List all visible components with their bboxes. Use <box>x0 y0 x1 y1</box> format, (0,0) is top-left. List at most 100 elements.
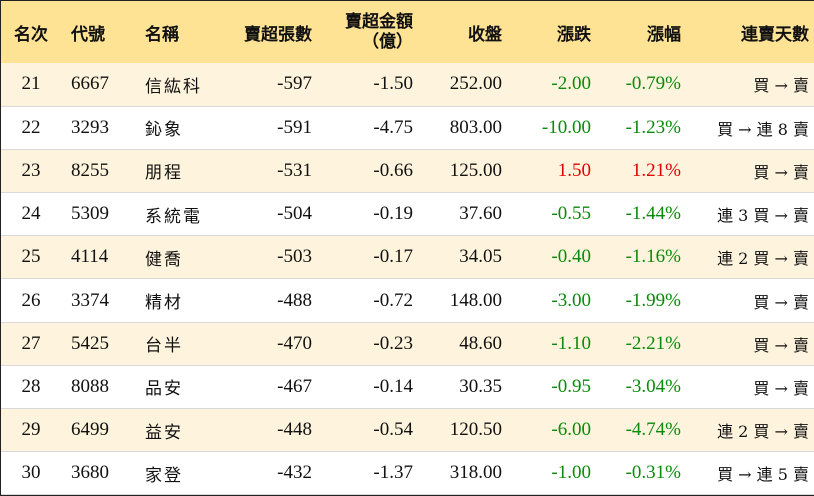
table-header: 名次 代號 名稱 賣超張數 賣超金額 （億） 收盤 漲跌 漲幅 連賣天數 <box>1 1 814 63</box>
cell-rank: 24 <box>1 192 61 237</box>
table-row: 28 8088 品安 -467 -0.14 30.35 -0.95 -3.04% 買 → 賣 <box>1 365 814 410</box>
cell-close: 125.00 <box>413 149 502 194</box>
cell-net-sell-amount: -1.37 <box>312 451 413 496</box>
cell-close: 318.00 <box>413 451 502 496</box>
cell-code: 8088 <box>61 365 139 410</box>
cell-name: 品安 <box>139 365 223 410</box>
cell-change-pct: -1.23% <box>591 106 681 150</box>
cell-name: 益安 <box>139 408 223 453</box>
table-row: 22 3293 鈊象 -591 -4.75 803.00 -10.00 -1.23% 買 → 連… <box>1 106 814 150</box>
cell-net-sell-amount: -4.75 <box>312 106 413 150</box>
cell-name: 系統電 <box>139 192 223 237</box>
header-net-sell-lots: 賣超張數 <box>244 24 312 45</box>
header-name: 名稱 <box>145 24 179 45</box>
cell-streak: 買 → 賣 <box>681 322 814 366</box>
cell-change: -1.00 <box>502 451 591 496</box>
table-row: 24 5309 系統電 -504 -0.19 37.60 -0.55 -1.44% 連 3 買 … <box>1 192 814 237</box>
cell-code: 3680 <box>61 451 139 496</box>
header-net-sell-amount: 賣超金額 （億） <box>312 1 413 63</box>
cell-streak: 買 → 連 5 賣 <box>681 451 814 496</box>
cell-change-pct: -2.21% <box>591 322 681 366</box>
cell-rank: 22 <box>1 106 61 150</box>
header-rank: 名次 <box>14 24 48 45</box>
cell-net-sell-lots: -467 <box>223 365 312 410</box>
cell-name: 鈊象 <box>139 106 223 150</box>
table-row: 21 6667 信紘科 -597 -1.50 252.00 -2.00 -0.79% 買 → 賣 <box>1 63 814 107</box>
cell-streak: 連 3 買 → 賣 <box>681 192 814 237</box>
cell-code: 3374 <box>61 278 139 323</box>
cell-name: 精材 <box>139 278 223 323</box>
cell-close: 803.00 <box>413 106 502 150</box>
table-row: 25 4114 健喬 -503 -0.17 34.05 -0.40 -1.16% 連 2 買 →… <box>1 235 814 280</box>
cell-code: 5425 <box>61 322 139 366</box>
cell-streak: 買 → 賣 <box>681 365 814 410</box>
cell-net-sell-amount: -0.23 <box>312 322 413 366</box>
cell-rank: 25 <box>1 235 61 280</box>
cell-net-sell-lots: -470 <box>223 322 312 366</box>
cell-streak: 買 → 賣 <box>681 63 814 107</box>
table-body: 21 6667 信紘科 -597 -1.50 252.00 -2.00 -0.79% 買 → 賣… <box>1 63 814 496</box>
cell-code: 4114 <box>61 235 139 280</box>
cell-rank: 23 <box>1 149 61 194</box>
cell-net-sell-amount: -0.66 <box>312 149 413 194</box>
cell-change-pct: 1.21% <box>591 149 681 194</box>
cell-close: 34.05 <box>413 235 502 280</box>
cell-change-pct: -3.04% <box>591 365 681 410</box>
cell-streak: 連 2 買 → 賣 <box>681 235 814 280</box>
cell-rank: 21 <box>1 63 61 107</box>
cell-change: -6.00 <box>502 408 591 453</box>
cell-net-sell-amount: -0.19 <box>312 192 413 237</box>
cell-change-pct: -1.16% <box>591 235 681 280</box>
cell-rank: 28 <box>1 365 61 410</box>
cell-name: 台半 <box>139 322 223 366</box>
cell-close: 148.00 <box>413 278 502 323</box>
cell-change: -3.00 <box>502 278 591 323</box>
cell-rank: 30 <box>1 451 61 496</box>
cell-name: 信紘科 <box>139 63 223 107</box>
header-code: 代號 <box>71 24 105 45</box>
cell-streak: 買 → 賣 <box>681 278 814 323</box>
cell-close: 30.35 <box>413 365 502 410</box>
header-change-pct: 漲幅 <box>647 24 681 45</box>
table-row: 26 3374 精材 -488 -0.72 148.00 -3.00 -1.99% 買 → 賣 <box>1 278 814 323</box>
cell-net-sell-lots: -591 <box>223 106 312 150</box>
header-close: 收盤 <box>468 24 502 45</box>
header-change: 漲跌 <box>557 24 591 45</box>
cell-net-sell-amount: -0.17 <box>312 235 413 280</box>
cell-change: -0.40 <box>502 235 591 280</box>
cell-rank: 29 <box>1 408 61 453</box>
cell-change: 1.50 <box>502 149 591 194</box>
cell-change: -0.55 <box>502 192 591 237</box>
cell-change-pct: -0.79% <box>591 63 681 107</box>
table-row: 27 5425 台半 -470 -0.23 48.60 -1.10 -2.21% 買 → 賣 <box>1 322 814 366</box>
table-row: 30 3680 家登 -432 -1.37 318.00 -1.00 -0.31% 買 → 連 … <box>1 451 814 496</box>
header-net-sell-amount-line1: 賣超金額 <box>345 12 413 32</box>
header-row: 名次 代號 名稱 賣超張數 賣超金額 （億） 收盤 漲跌 漲幅 連賣天數 <box>1 1 814 63</box>
cell-close: 120.50 <box>413 408 502 453</box>
cell-code: 3293 <box>61 106 139 150</box>
cell-net-sell-amount: -0.14 <box>312 365 413 410</box>
table-row: 23 8255 朋程 -531 -0.66 125.00 1.50 1.21% 買 → 賣 <box>1 149 814 194</box>
header-net-sell-amount-line2: （億） <box>362 32 413 52</box>
cell-change: -2.00 <box>502 63 591 107</box>
cell-net-sell-amount: -1.50 <box>312 63 413 107</box>
cell-close: 252.00 <box>413 63 502 107</box>
cell-change-pct: -1.99% <box>591 278 681 323</box>
cell-net-sell-lots: -448 <box>223 408 312 453</box>
cell-close: 48.60 <box>413 322 502 366</box>
cell-net-sell-amount: -0.72 <box>312 278 413 323</box>
cell-net-sell-lots: -504 <box>223 192 312 237</box>
cell-code: 6499 <box>61 408 139 453</box>
cell-code: 6667 <box>61 63 139 107</box>
table-row: 29 6499 益安 -448 -0.54 120.50 -6.00 -4.74% 連 2 買 … <box>1 408 814 453</box>
cell-streak: 買 → 連 8 賣 <box>681 106 814 150</box>
header-streak: 連賣天數 <box>741 24 809 45</box>
cell-rank: 27 <box>1 322 61 366</box>
cell-change-pct: -0.31% <box>591 451 681 496</box>
cell-streak: 買 → 賣 <box>681 149 814 194</box>
cell-name: 朋程 <box>139 149 223 194</box>
cell-change: -10.00 <box>502 106 591 150</box>
cell-net-sell-lots: -432 <box>223 451 312 496</box>
